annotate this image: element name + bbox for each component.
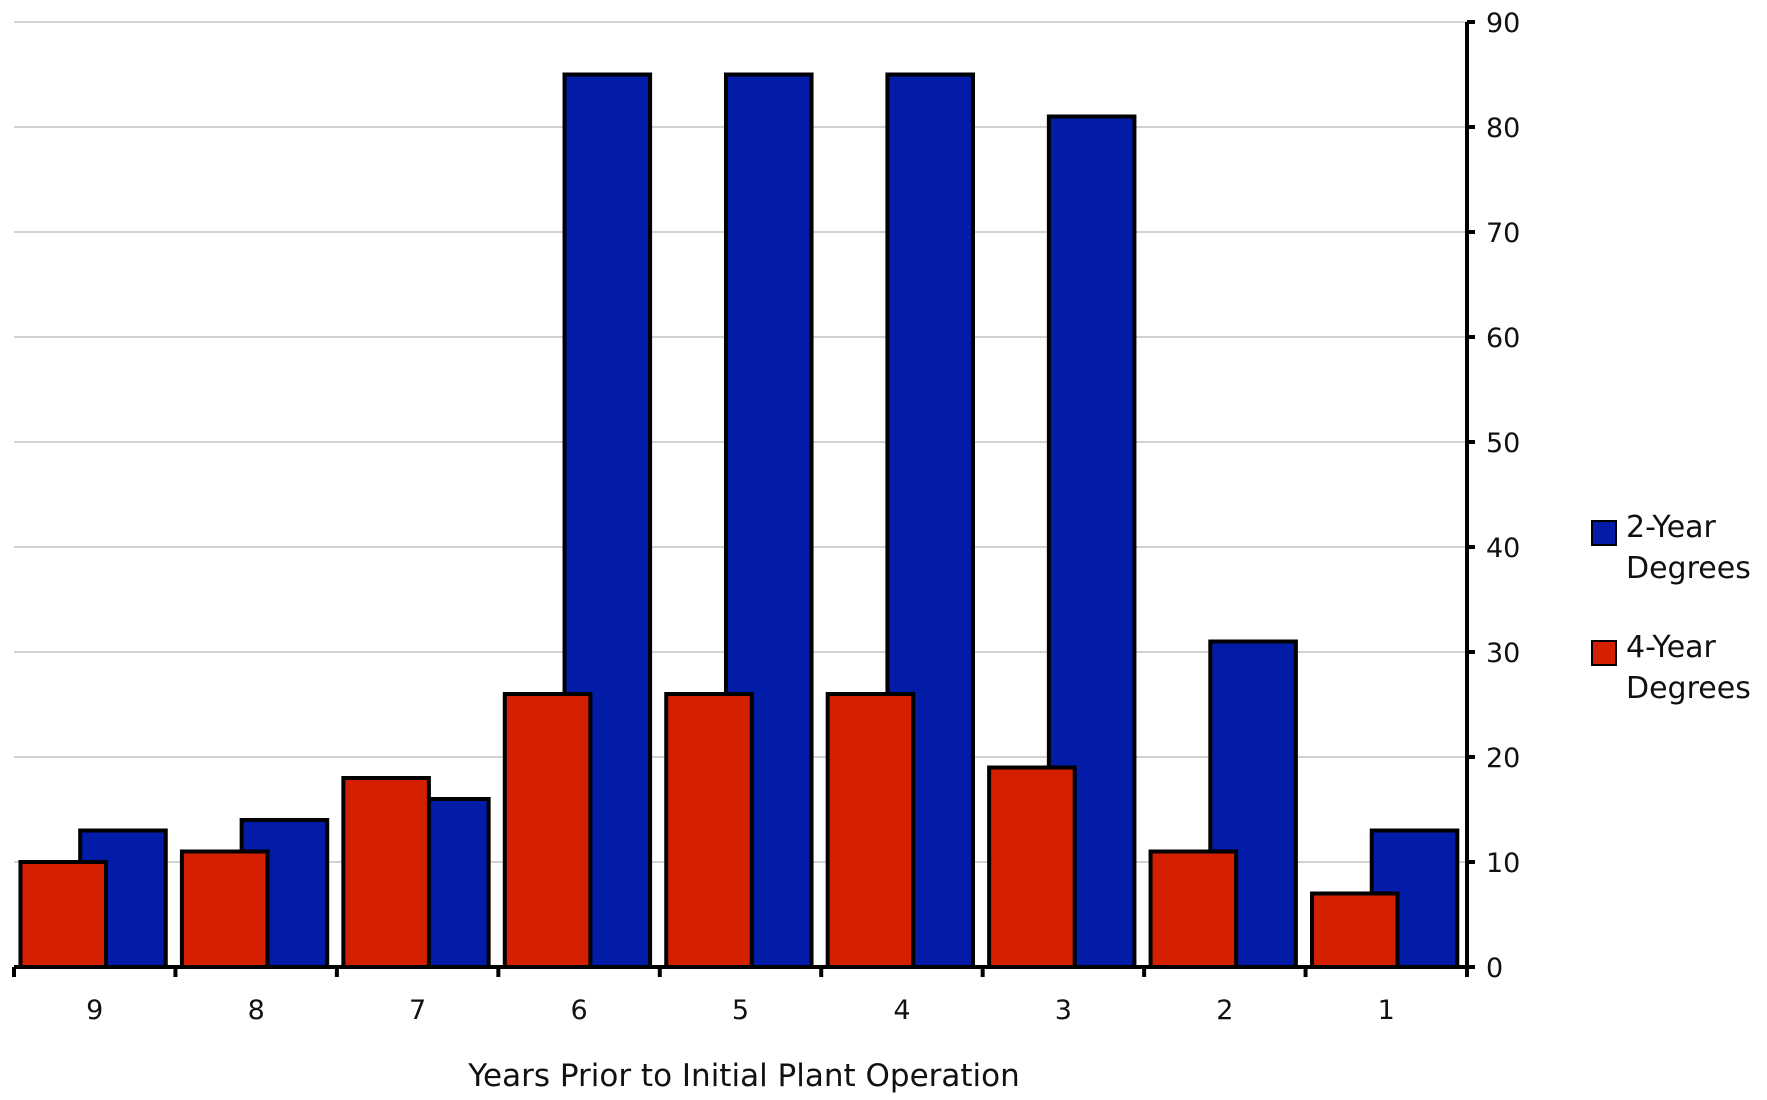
bar-4-year-4 [825, 692, 916, 969]
legend-swatch-2-year [1591, 520, 1617, 546]
bar-4-year-1 [1310, 891, 1400, 969]
y-tick-label-80: 80 [1486, 113, 1520, 144]
x-tick-label-1: 1 [1378, 995, 1395, 1026]
y-tick-label-70: 70 [1486, 218, 1520, 249]
x-axis-title: Years Prior to Initial Plant Operation [467, 1058, 1020, 1094]
y-tick-label-20: 20 [1486, 743, 1520, 774]
legend: 2-Year Degrees 4-Year Degrees [1591, 510, 1751, 706]
bar-4-year-8 [179, 849, 270, 969]
y-tick-label-10: 10 [1486, 848, 1520, 879]
bar-4-year-5 [664, 692, 754, 969]
axes [12, 20, 1475, 977]
bars [18, 72, 1460, 969]
legend-label-2-year-line-1: 2-Year [1626, 510, 1717, 545]
y-tick-label-50: 50 [1486, 428, 1520, 459]
bar-4-year-7 [341, 776, 431, 969]
x-tick-label-4: 4 [893, 995, 910, 1026]
x-tick-label-9: 9 [86, 995, 103, 1026]
bar-4-year-9 [18, 860, 109, 969]
legend-swatch-4-year [1591, 640, 1617, 666]
x-tick-label-3: 3 [1055, 995, 1072, 1026]
bar-4-year-2 [1148, 849, 1239, 969]
labels: Years Prior to Initial Plant Operation 0… [86, 8, 1520, 1094]
legend-label-4-year-line-1: 4-Year [1626, 630, 1717, 665]
legend-label-4-year-line-2: Degrees [1626, 671, 1751, 706]
x-tick-label-2: 2 [1216, 995, 1233, 1026]
x-tick-label-7: 7 [409, 995, 426, 1026]
bar-4-year-3 [987, 765, 1077, 969]
y-tick-label-40: 40 [1486, 533, 1520, 564]
y-tick-label-30: 30 [1486, 638, 1520, 669]
x-tick-label-5: 5 [732, 995, 749, 1026]
x-tick-label-8: 8 [248, 995, 265, 1026]
y-tick-label-90: 90 [1486, 8, 1520, 39]
y-tick-label-0: 0 [1486, 953, 1503, 984]
x-tick-label-6: 6 [570, 995, 587, 1026]
bar-4-year-6 [502, 692, 593, 969]
legend-label-2-year-line-2: Degrees [1626, 551, 1751, 586]
y-tick-label-60: 60 [1486, 323, 1520, 354]
